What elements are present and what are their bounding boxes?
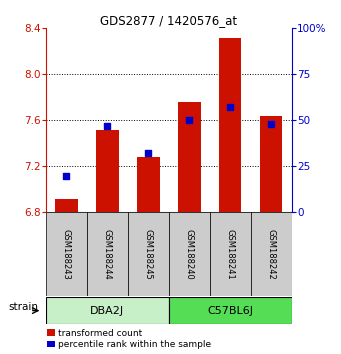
Text: GSM188245: GSM188245 bbox=[144, 229, 153, 279]
Text: GSM188242: GSM188242 bbox=[267, 229, 276, 279]
Text: strain: strain bbox=[8, 302, 38, 313]
Bar bbox=[251, 212, 292, 296]
Text: GSM188243: GSM188243 bbox=[62, 229, 71, 279]
Point bbox=[105, 123, 110, 129]
Bar bbox=[137, 157, 160, 212]
Bar bbox=[178, 102, 201, 212]
Bar bbox=[219, 38, 241, 212]
Bar bbox=[55, 199, 78, 212]
Bar bbox=[128, 212, 169, 296]
Bar bbox=[169, 297, 292, 324]
Point bbox=[64, 173, 69, 178]
Bar bbox=[210, 212, 251, 296]
Text: DBA2J: DBA2J bbox=[90, 306, 124, 316]
Bar bbox=[169, 212, 210, 296]
Point bbox=[227, 105, 233, 110]
Point bbox=[268, 121, 274, 127]
Bar bbox=[46, 212, 87, 296]
Bar bbox=[260, 116, 282, 212]
Bar bbox=[87, 212, 128, 296]
Bar bbox=[46, 297, 169, 324]
Bar bbox=[96, 130, 119, 212]
Text: GSM188240: GSM188240 bbox=[185, 229, 194, 279]
Title: GDS2877 / 1420576_at: GDS2877 / 1420576_at bbox=[100, 14, 237, 27]
Point bbox=[146, 151, 151, 156]
Point bbox=[187, 118, 192, 123]
Legend: transformed count, percentile rank within the sample: transformed count, percentile rank withi… bbox=[47, 329, 211, 349]
Text: GSM188241: GSM188241 bbox=[226, 229, 235, 279]
Text: C57BL6J: C57BL6J bbox=[207, 306, 253, 316]
Text: GSM188244: GSM188244 bbox=[103, 229, 112, 279]
